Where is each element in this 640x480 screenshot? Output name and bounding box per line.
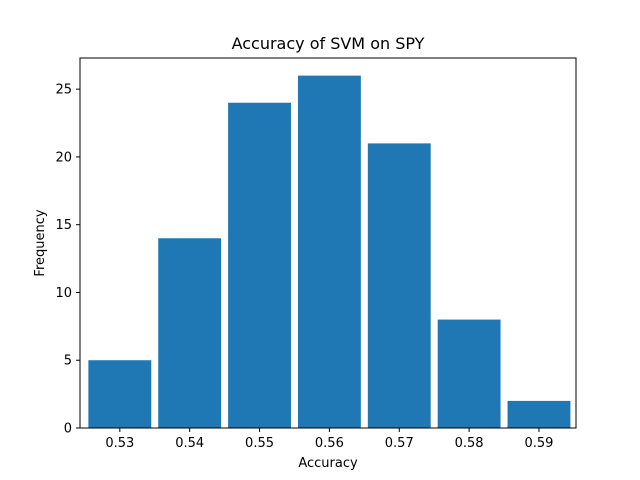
- x-tick-label: 0.55: [245, 436, 274, 451]
- histogram-bar-0.56: [297, 75, 361, 428]
- x-tick-label: 0.56: [315, 436, 344, 451]
- histogram-bar-0.54: [158, 238, 222, 428]
- histogram-bar-0.55: [228, 102, 291, 428]
- y-tick-label: 20: [55, 150, 72, 165]
- y-axis-ticks: 0 5 10 15 20 25: [55, 83, 80, 437]
- histogram-bar-0.53: [88, 360, 152, 428]
- histogram-bar-0.59: [507, 400, 571, 428]
- x-axis-ticks: 0.53 0.54 0.55 0.56 0.57 0.58 0.59: [105, 428, 553, 451]
- y-tick-label: 15: [55, 218, 72, 233]
- x-tick-label: 0.58: [455, 436, 484, 451]
- y-tick-label: 5: [64, 354, 72, 369]
- bars-group: [88, 75, 571, 428]
- x-axis-label: Accuracy: [298, 456, 358, 471]
- x-tick-label: 0.57: [385, 436, 414, 451]
- x-tick-label: 0.53: [105, 436, 134, 451]
- y-tick-label: 25: [55, 83, 72, 98]
- y-axis-label: Frequency: [33, 209, 48, 276]
- y-tick-label: 0: [64, 422, 72, 437]
- histogram-bar-0.57: [367, 143, 431, 428]
- x-tick-label: 0.54: [175, 436, 204, 451]
- chart-title: Accuracy of SVM on SPY: [232, 34, 425, 53]
- x-tick-label: 0.59: [524, 436, 553, 451]
- y-tick-label: 10: [55, 286, 72, 301]
- plot-area-frame: [79, 57, 577, 429]
- histogram-bar-0.58: [437, 319, 501, 428]
